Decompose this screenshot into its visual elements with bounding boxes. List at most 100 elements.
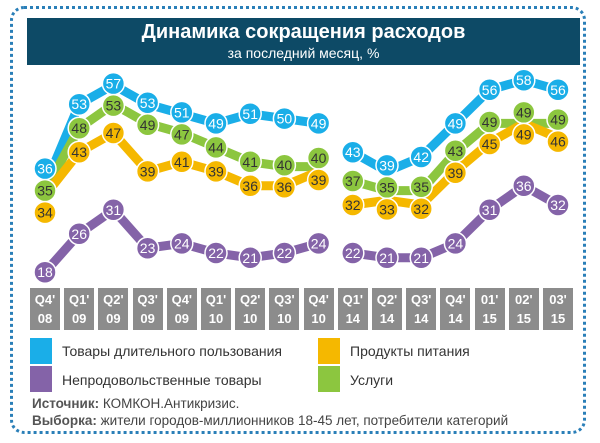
legend-swatch-services (318, 366, 340, 392)
data-point (101, 93, 126, 118)
data-label: 43 (448, 143, 464, 159)
category-label: Q2' 09 (98, 288, 129, 330)
data-point (170, 231, 194, 256)
data-point (409, 246, 433, 270)
data-label: 22 (345, 245, 361, 261)
category-label: Q3' 09 (132, 288, 163, 330)
data-label: 43 (345, 144, 361, 160)
data-point (512, 174, 536, 198)
legend-swatch-durables (30, 338, 52, 364)
data-label: 53 (71, 96, 87, 112)
category-label: Q4' 09 (166, 288, 197, 330)
data-point (67, 92, 91, 116)
data-label: 41 (242, 154, 258, 170)
data-label: 50 (277, 111, 293, 127)
data-label: 39 (208, 163, 224, 179)
title-bar: Динамика сокращения расходов за последни… (27, 18, 580, 65)
data-label: 32 (345, 197, 361, 213)
data-label: 53 (140, 95, 156, 111)
legend-label-food: Продукты питания (350, 343, 470, 359)
data-label: 39 (448, 165, 464, 181)
data-point (272, 106, 297, 131)
data-label: 24 (174, 235, 190, 251)
data-point (238, 102, 262, 126)
sample-note: Выборка: жители городов-миллионников 18-… (32, 413, 508, 428)
data-label: 49 (516, 104, 532, 120)
category-label: 03' 15 (543, 288, 573, 330)
category-label: Q2' 10 (235, 288, 266, 330)
data-label: 49 (550, 112, 566, 128)
data-label: 21 (413, 250, 429, 266)
data-label: 45 (482, 136, 498, 152)
data-label: 49 (208, 115, 224, 131)
data-point (546, 78, 570, 102)
data-label: 39 (379, 157, 395, 173)
data-label: 32 (550, 197, 566, 213)
data-label: 49 (140, 117, 156, 133)
chart-subtitle: за последний месяц, % (227, 45, 380, 61)
data-point (204, 111, 228, 136)
data-point (341, 140, 365, 164)
data-label: 37 (345, 173, 361, 189)
data-label: 40 (277, 157, 293, 173)
data-point (375, 246, 399, 270)
data-point (477, 198, 502, 222)
sample-text: жители городов-миллионников 18-45 лет, п… (100, 413, 509, 428)
data-point (272, 241, 297, 265)
data-point (341, 169, 365, 193)
data-label: 47 (106, 125, 122, 141)
data-label: 42 (413, 149, 429, 165)
data-label: 51 (174, 104, 190, 120)
source-note: Источник: КОМКОН.Антикризис. (32, 396, 239, 411)
data-label: 49 (448, 115, 464, 131)
legend-swatch-nonfood (30, 366, 52, 392)
data-point (238, 150, 262, 174)
data-label: 24 (311, 235, 327, 251)
data-point (135, 159, 160, 184)
data-point (67, 140, 91, 164)
data-label: 49 (482, 114, 498, 130)
data-label: 48 (71, 120, 87, 136)
data-point (204, 159, 228, 184)
data-point (101, 121, 126, 145)
data-label: 21 (242, 250, 258, 266)
data-label: 31 (482, 202, 498, 218)
data-point (204, 241, 228, 265)
legend-label-durables: Товары длительного пользования (62, 343, 283, 359)
data-point (443, 161, 468, 185)
data-label: 32 (413, 201, 429, 217)
category-label: 01' 15 (474, 288, 505, 330)
data-point (101, 198, 126, 222)
category-label: 02' 15 (508, 288, 539, 330)
data-label: 21 (379, 250, 395, 266)
legend-label-services: Услуги (350, 372, 394, 388)
data-point (238, 246, 262, 270)
data-label: 22 (208, 245, 224, 261)
data-point (135, 113, 160, 137)
data-point (272, 175, 297, 199)
sample-label: Выборка: (32, 413, 97, 428)
data-point (443, 111, 468, 136)
data-label: 18 (37, 264, 53, 280)
data-point (33, 260, 57, 284)
source-label: Источник: (32, 396, 100, 411)
data-label: 51 (242, 106, 258, 122)
category-label: Q4' 14 (440, 288, 471, 330)
data-point (341, 193, 365, 217)
data-label: 33 (379, 201, 395, 217)
frame-border (10, 6, 586, 434)
data-label: 24 (448, 235, 464, 251)
data-label: 36 (242, 178, 258, 194)
data-point (170, 122, 194, 147)
data-point (33, 200, 57, 225)
data-label: 44 (208, 139, 224, 155)
category-axis: Q4' 08 Q1' 09 Q2' 09 Q3' 09 Q4' 09 Q1' 10 Q2' 10 Q3' 10… (30, 288, 580, 330)
data-point (477, 78, 502, 102)
data-label: 47 (174, 126, 190, 142)
category-label: Q3' 14 (406, 288, 437, 330)
data-label: 39 (311, 172, 327, 188)
data-label: 22 (277, 245, 293, 261)
data-label: 36 (37, 161, 53, 177)
data-point (409, 197, 433, 221)
